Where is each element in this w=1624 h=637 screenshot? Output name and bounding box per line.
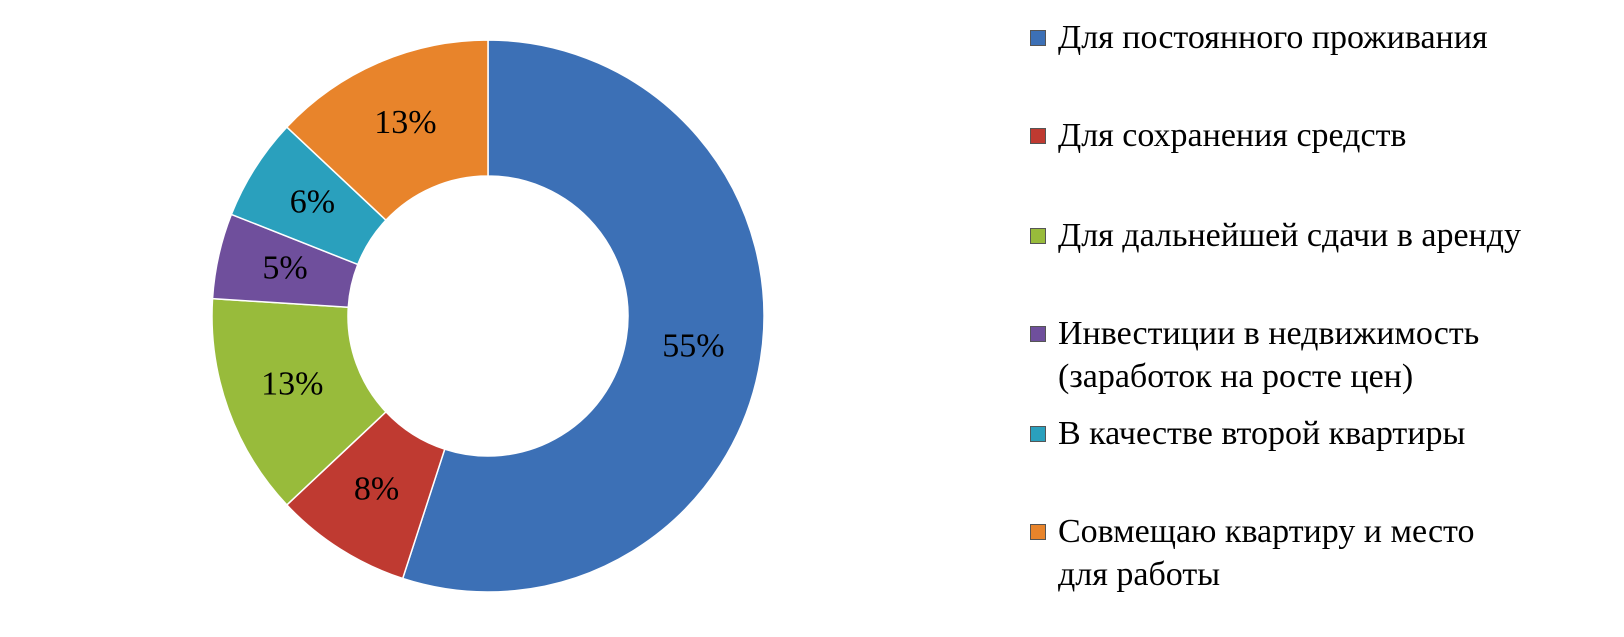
chart: 55% 8% 13% 5% 6% 13% [211,39,765,593]
data-label: 55% [662,327,724,364]
donut-segment [401,39,765,593]
donut-segment [211,297,388,506]
data-label: 5% [262,249,307,286]
data-label: 13% [374,104,436,141]
legend-label: В качестве второй квартиры [1058,415,1466,452]
data-label: 6% [290,183,335,220]
legend-item: Для постоянного проживания [1030,16,1530,59]
legend-swatch [1030,426,1046,442]
legend-swatch [1030,30,1046,46]
legend-item: Совмещаю квартиру и место для работы [1030,510,1530,596]
legend-item: Для сохранения средств [1030,114,1530,157]
legend-item: Инвестиции в недвижимость (заработок на … [1030,312,1530,398]
legend-label: Для дальнейшей сдачи в аренду [1058,217,1522,254]
legend-swatch [1030,128,1046,144]
data-label: 13% [261,365,323,402]
legend-label: Инвестиции в недвижимость (заработок на … [1058,315,1480,395]
legend-swatch [1030,326,1046,342]
donut-segment [285,39,489,222]
legend-swatch [1030,524,1046,540]
legend-label: Для постоянного проживания [1058,19,1488,56]
legend-label: Для сохранения средств [1058,117,1407,154]
data-label: 8% [354,470,399,507]
legend-item: Для дальнейшей сдачи в аренду [1030,214,1530,257]
legend-swatch [1030,228,1046,244]
legend-label: Совмещаю квартиру и место для работы [1058,513,1475,593]
legend-item: В качестве второй квартиры [1030,412,1530,455]
